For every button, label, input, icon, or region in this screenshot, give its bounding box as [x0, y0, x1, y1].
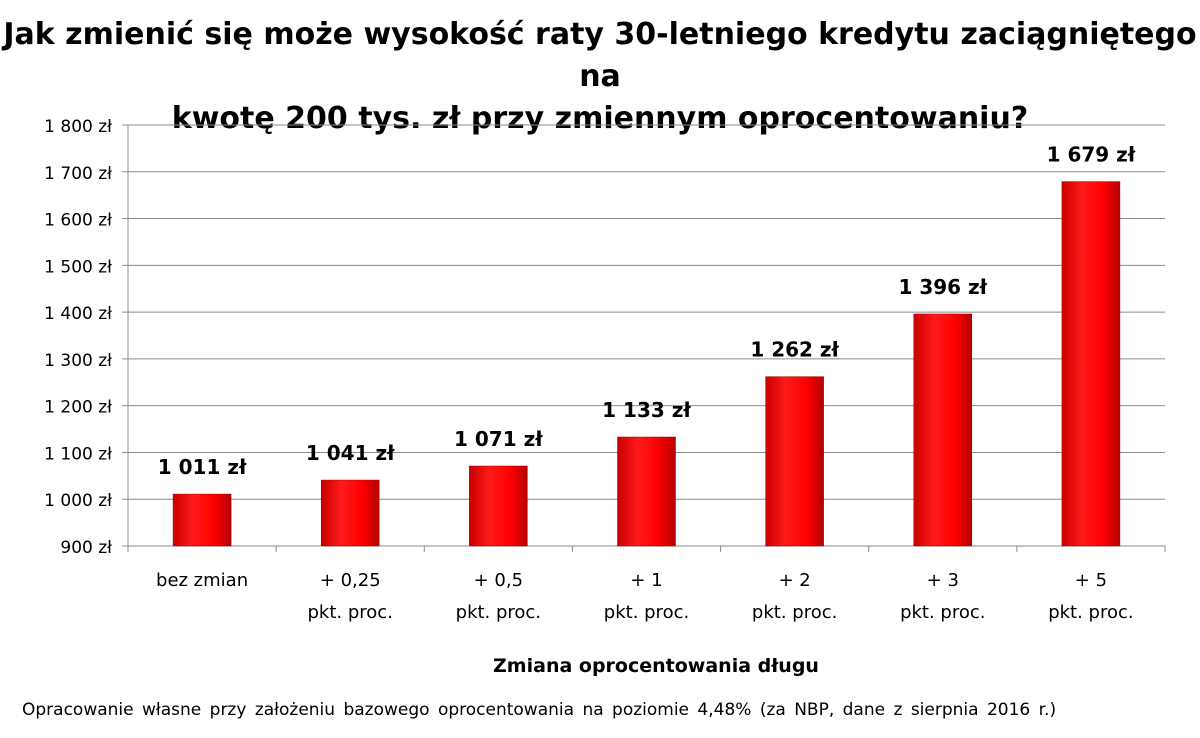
data-label: 1 133 zł: [602, 398, 691, 422]
x-tick-label: + 1: [630, 570, 662, 591]
x-tick-label: bez zmian: [156, 570, 248, 591]
y-tick-label: 1 100 zł: [44, 444, 112, 464]
x-tick-labels: bez zmian + 0,25 pkt. proc. + 0,5 pkt. proc.…: [156, 570, 1134, 623]
y-tick-label: 1 000 zł: [44, 491, 112, 511]
bar: [617, 436, 676, 547]
source-footnote: Opracowanie własne przy założeniu bazowe…: [22, 700, 1057, 720]
bar: [469, 465, 528, 547]
y-tick-label: 1 200 zł: [44, 398, 112, 418]
data-label: 1 679 zł: [1047, 143, 1136, 167]
data-label: 1 396 zł: [898, 275, 987, 299]
x-tick-label: pkt. proc.: [752, 602, 837, 623]
x-tick-label: + 2: [779, 570, 811, 591]
x-tick-label: pkt. proc.: [604, 602, 689, 623]
y-tick-label: 1 400 zł: [44, 304, 112, 324]
y-tick-label: 1 300 zł: [44, 351, 112, 371]
x-tick-label: pkt. proc.: [900, 602, 985, 623]
bar: [765, 376, 824, 547]
chart-title: Jak zmienić się może wysokość raty 30-le…: [0, 14, 1200, 140]
data-label: 1 041 zł: [306, 441, 395, 465]
bar: [320, 479, 380, 547]
bars: [172, 181, 1121, 547]
x-tick-label: + 0,25: [320, 570, 381, 591]
x-tick-label: pkt. proc.: [308, 602, 393, 623]
data-label: 1 011 zł: [158, 455, 247, 479]
y-tick-label: 1 600 zł: [44, 211, 112, 231]
data-label: 1 262 zł: [750, 338, 839, 362]
data-labels: 1 011 zł 1 041 zł 1 071 zł 1 133 zł 1 262 zł…: [158, 143, 1136, 479]
bar: [913, 313, 973, 547]
gridlines: [128, 124, 1165, 500]
y-tick-label: 900 zł: [60, 538, 112, 558]
x-tick-label: pkt. proc.: [1048, 602, 1133, 623]
x-tick-label: + 3: [927, 570, 959, 591]
x-tick-label: pkt. proc.: [456, 602, 541, 623]
bar: [172, 493, 232, 547]
chart-title-line-1: Jak zmienić się może wysokość raty 30-le…: [3, 17, 1197, 94]
x-axis-title: Zmiana oprocentowania długu: [493, 655, 819, 677]
y-tick-label: 1 700 zł: [44, 164, 112, 184]
chart-title-line-2: kwotę 200 tys. zł przy zmiennym oprocent…: [171, 101, 1029, 136]
axes: 900 zł 1 000 zł 1 100 zł 1 200 zł 1 300 zł 1 …: [44, 117, 1166, 558]
y-tick-label: 1 500 zł: [44, 257, 112, 277]
x-tick-label: + 5: [1075, 570, 1107, 591]
x-tick-label: + 0,5: [474, 570, 523, 591]
data-label: 1 071 zł: [454, 427, 543, 451]
y-tick-label: 1 800 zł: [44, 117, 112, 137]
bar: [1061, 181, 1121, 547]
